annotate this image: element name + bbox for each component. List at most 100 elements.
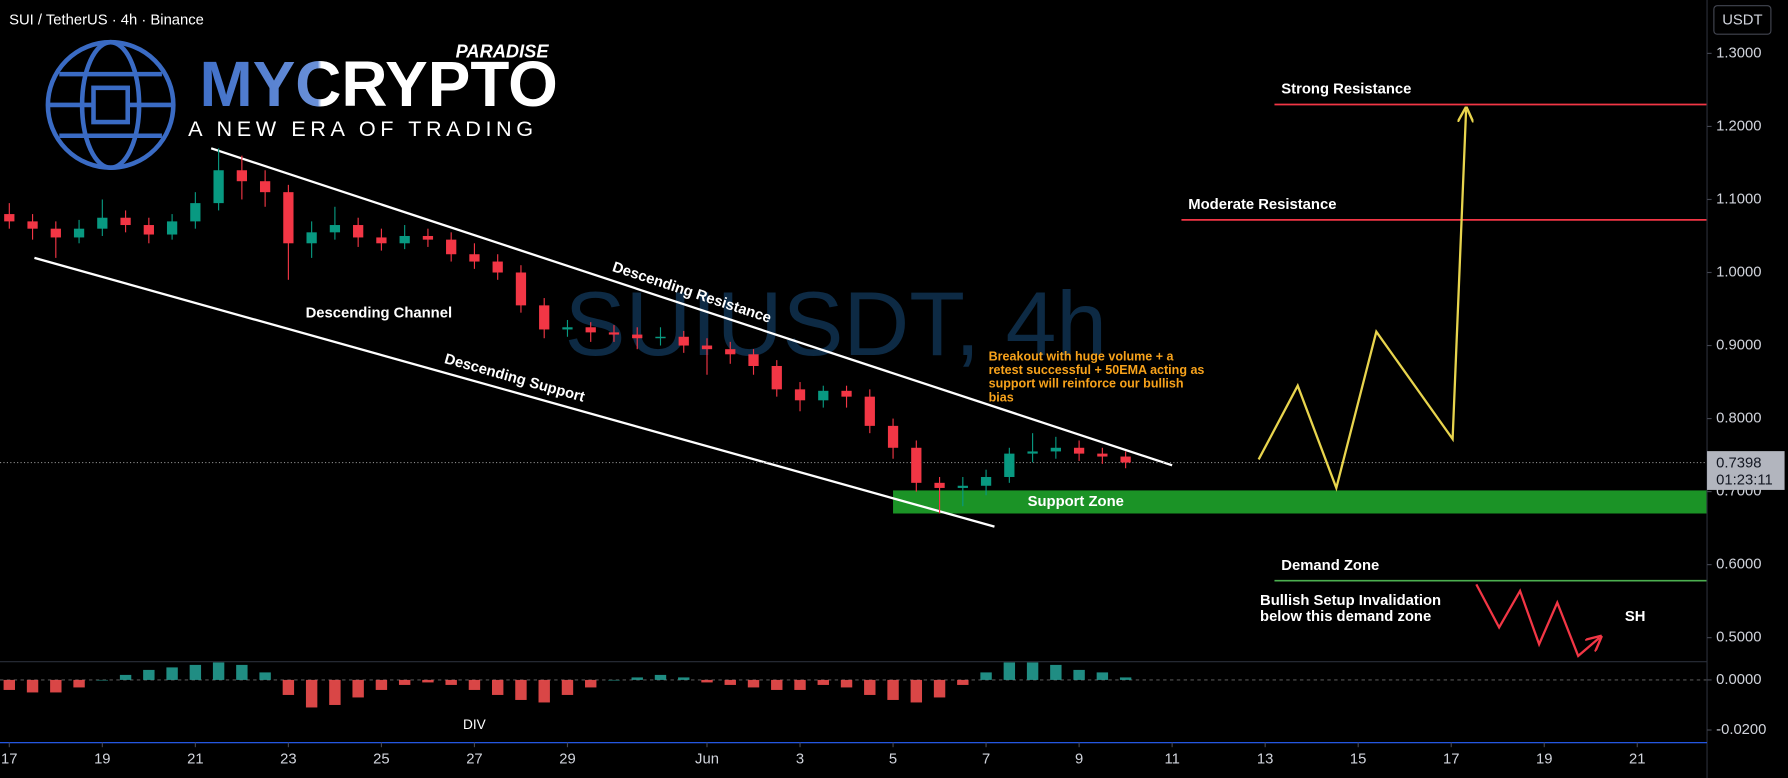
candle-body — [632, 334, 643, 339]
candle-body — [794, 389, 806, 401]
histogram-bar — [1096, 672, 1109, 680]
x-tick-label: 5 — [889, 752, 897, 768]
candle-body — [585, 327, 596, 333]
candle-body — [562, 327, 573, 330]
unit-box — [1713, 5, 1772, 35]
candle-body — [539, 305, 550, 330]
candle-body — [166, 221, 178, 235]
candle-body — [771, 365, 782, 390]
y-tick-label: 0.6000 — [1716, 557, 1761, 573]
level-label: Demand Zone — [1281, 558, 1379, 574]
trendline — [210, 147, 1173, 467]
histogram-bar — [236, 664, 248, 680]
candle-body — [446, 239, 457, 255]
candle-body — [655, 336, 666, 339]
x-tick-label: 17 — [1443, 752, 1459, 768]
histogram-bar — [817, 679, 829, 685]
y-tick-label: 0.0000 — [1716, 672, 1761, 688]
histogram-bar — [864, 679, 876, 695]
candle-body — [120, 217, 131, 226]
histogram-bar — [1026, 662, 1039, 680]
candle-body — [376, 237, 387, 244]
histogram-bar — [212, 662, 225, 680]
histogram-bar — [678, 677, 690, 680]
candle-body — [213, 170, 224, 204]
candle-body — [283, 192, 294, 244]
histogram-bar — [561, 679, 574, 695]
candle-body — [957, 485, 968, 488]
candle-body — [1050, 447, 1061, 452]
candle-body — [608, 332, 620, 335]
histogram-bar — [422, 679, 434, 683]
y-tick-label: 1.2000 — [1716, 118, 1761, 134]
x-tick-label: 17 — [1, 752, 17, 768]
y-tick-label: 1.3000 — [1716, 45, 1761, 61]
x-tick-label: 13 — [1257, 752, 1273, 768]
price-axis — [1707, 0, 1788, 778]
y-tick-label: 0.9000 — [1716, 337, 1761, 353]
x-tick-label: 11 — [1164, 752, 1179, 768]
histogram-bar — [282, 679, 295, 695]
histogram-bar — [515, 679, 527, 700]
histogram-bar — [980, 672, 992, 680]
y-tick-label: 1.1000 — [1716, 191, 1761, 207]
histogram-bar — [724, 679, 736, 685]
candle-body — [1073, 447, 1085, 454]
candle-body — [1120, 456, 1131, 463]
last-price-label: 0.7398 — [1716, 456, 1761, 472]
y-tick-label: 0.5000 — [1716, 630, 1761, 646]
histogram-bar — [840, 679, 853, 688]
histogram-bar — [585, 679, 597, 688]
histogram-bar — [259, 672, 271, 680]
histogram-bar — [491, 679, 504, 695]
level-label: Strong Resistance — [1281, 82, 1411, 98]
histogram-bar — [166, 667, 178, 680]
histogram-bar — [887, 679, 899, 700]
y-tick-label: -0.0200 — [1716, 722, 1766, 738]
histogram-bar — [631, 677, 643, 680]
x-tick-label: 3 — [796, 752, 804, 768]
candle-body — [236, 170, 248, 182]
candle-body — [701, 345, 713, 350]
x-tick-label: 15 — [1350, 752, 1366, 768]
invalidation-line: below this demand zone — [1260, 609, 1431, 625]
histogram-bar — [654, 674, 667, 680]
annotation: DIV — [463, 717, 487, 732]
annotation: SH — [1625, 609, 1646, 625]
x-tick-label: 29 — [559, 752, 575, 768]
histogram-bar — [1073, 669, 1085, 680]
histogram-bar — [445, 679, 457, 685]
histogram-bar — [73, 679, 85, 688]
candle-body — [329, 225, 341, 233]
histogram-bar — [1119, 677, 1132, 680]
logo — [45, 39, 176, 170]
x-tick-label: 27 — [466, 752, 482, 768]
note-line: Breakout with huge volume + a — [989, 349, 1175, 363]
unit-label: USDT — [1722, 12, 1762, 28]
candle-body — [4, 214, 15, 222]
histogram-bar — [1003, 662, 1016, 680]
histogram-bar — [352, 679, 364, 698]
candle-body — [980, 476, 992, 486]
histogram-bar — [3, 679, 16, 690]
candle-body — [190, 203, 201, 222]
annotation: Descending Channel — [306, 306, 452, 322]
x-tick-label: 7 — [982, 752, 990, 768]
candle-body — [259, 181, 271, 193]
candle-body — [399, 235, 410, 244]
candle-body — [864, 396, 875, 426]
histogram-bar — [305, 679, 318, 708]
histogram-bar — [957, 679, 969, 685]
histogram-bar — [608, 679, 620, 681]
candle-body — [469, 254, 480, 262]
histogram-bar — [26, 679, 39, 693]
histogram-bar — [329, 679, 341, 705]
x-tick-label: 25 — [373, 752, 389, 768]
histogram-bar — [933, 679, 946, 698]
candle-body — [492, 261, 503, 273]
candle-body — [934, 482, 945, 488]
x-tick-label: 21 — [1629, 752, 1645, 768]
invalidation-line: Bullish Setup Invalidation — [1260, 593, 1441, 609]
